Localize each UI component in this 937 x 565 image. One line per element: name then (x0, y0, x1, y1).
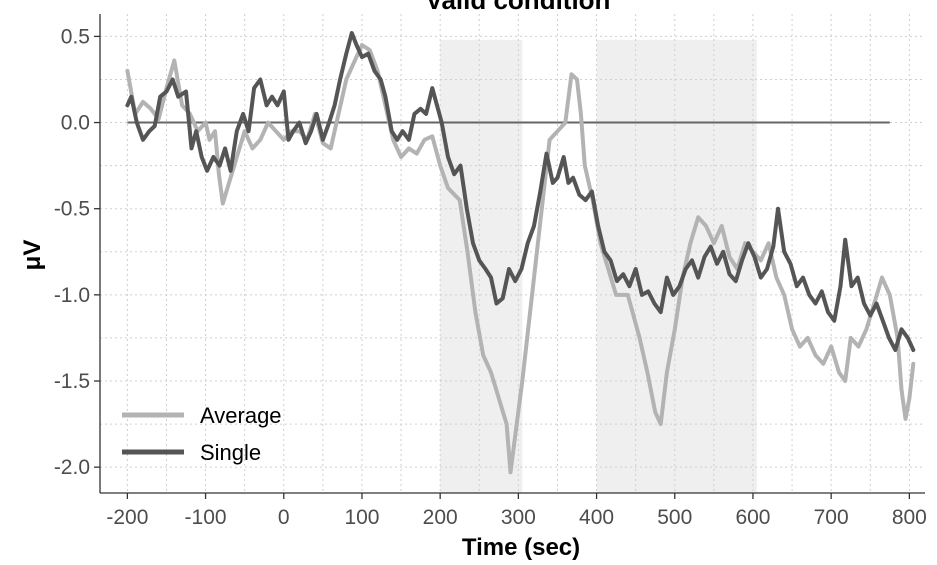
x-tick-label: 0 (278, 506, 290, 529)
highlight-band-1 (596, 39, 757, 493)
x-tick-label: 300 (501, 506, 536, 529)
x-tick-label: 800 (892, 506, 927, 529)
series-lines (125, 31, 916, 475)
tick-labels: -200 -100 0 100 200 300 400 500 600 700 800 0.5 0.0 -… (54, 25, 927, 529)
x-tick-label: 200 (423, 506, 458, 529)
x-tick-label: -200 (106, 506, 148, 529)
x-tick-label: 700 (814, 506, 849, 529)
x-tick-label: -100 (185, 506, 227, 529)
x-tick-label: 400 (579, 506, 614, 529)
y-axis-title: μV (19, 240, 46, 271)
x-axis-title: Time (sec) (462, 534, 580, 560)
legend: Average Single (122, 403, 282, 465)
y-tick-label: 0.5 (61, 25, 90, 48)
y-tick-label: -1.0 (54, 284, 90, 307)
legend-label-single: Single (200, 440, 261, 465)
legend-label-average: Average (200, 403, 282, 428)
y-tick-label: -1.5 (54, 370, 90, 393)
y-tick-label: -0.5 (54, 198, 90, 221)
chart-title: Valid condition (426, 0, 611, 15)
y-tick-label: -2.0 (54, 456, 90, 479)
series-line-single (125, 31, 916, 352)
x-tick-label: 100 (344, 506, 379, 529)
highlight-bands (440, 39, 757, 493)
series-line-average (125, 43, 916, 475)
x-tick-label: 500 (657, 506, 692, 529)
y-tick-label: 0.0 (61, 112, 90, 135)
x-tick-label: 600 (735, 506, 770, 529)
axes (99, 14, 925, 494)
